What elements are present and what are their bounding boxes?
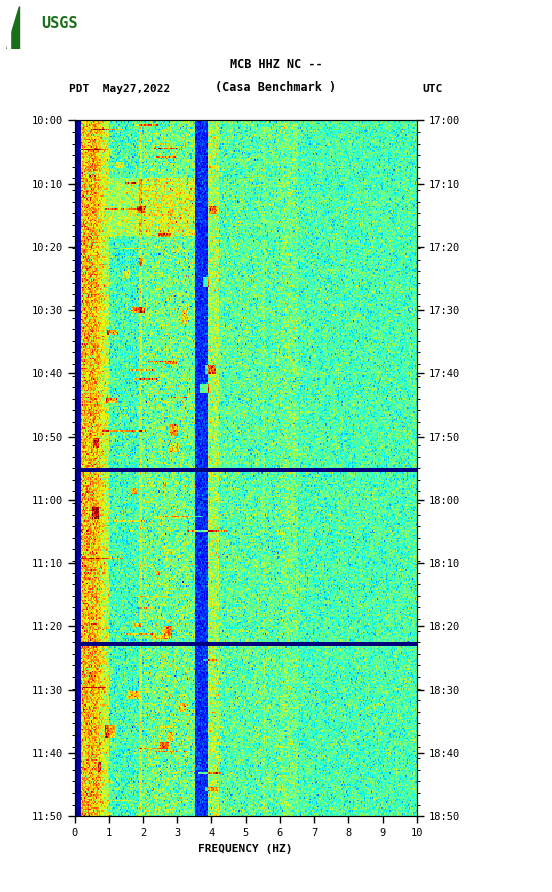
Polygon shape [7,26,10,49]
Text: PDT  May27,2022: PDT May27,2022 [69,84,170,94]
Text: USGS: USGS [41,16,78,30]
X-axis label: FREQUENCY (HZ): FREQUENCY (HZ) [198,844,293,854]
Text: UTC: UTC [422,84,443,94]
Text: (Casa Benchmark ): (Casa Benchmark ) [215,80,337,94]
Text: MCB HHZ NC --: MCB HHZ NC -- [230,58,322,71]
Polygon shape [6,6,19,49]
